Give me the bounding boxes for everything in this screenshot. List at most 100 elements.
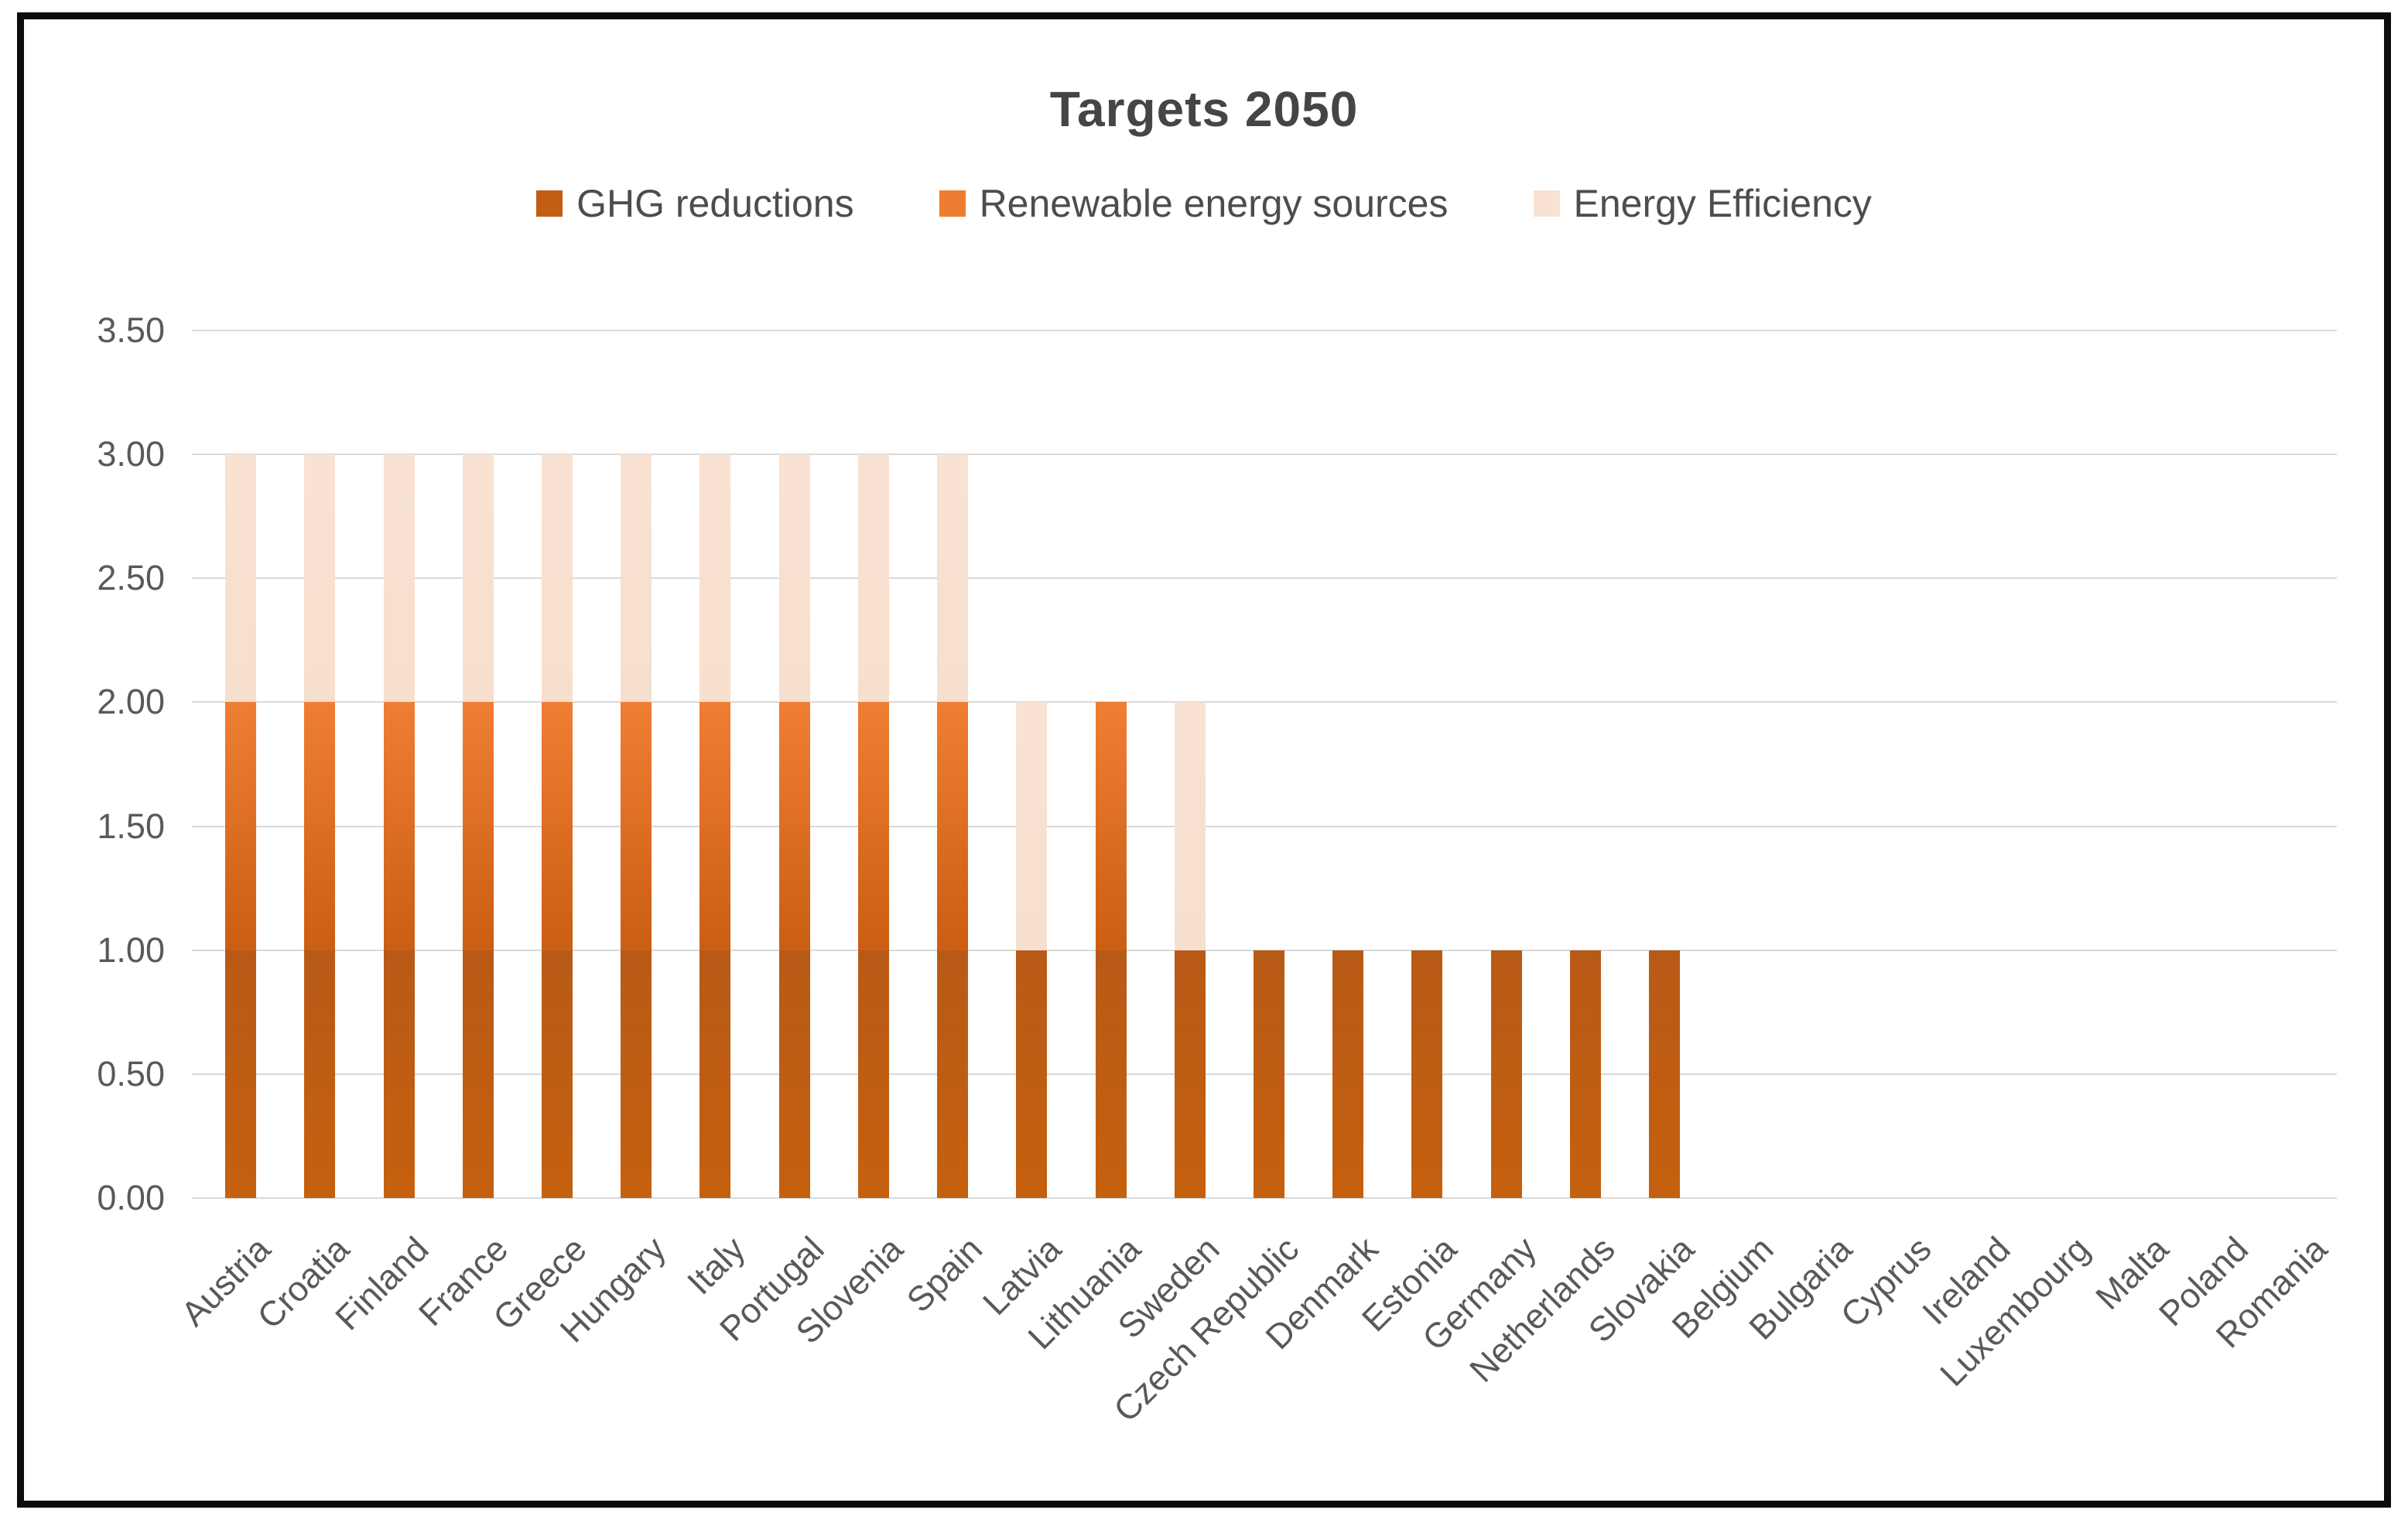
- bar-finland: [383, 454, 415, 1198]
- bar-column-italy: [676, 330, 754, 1198]
- bar-greece: [541, 454, 573, 1198]
- bar-segment-energy-efficiency: [1174, 702, 1206, 950]
- bar-segment-renewable-energy-sources: [857, 702, 889, 950]
- bar-segment-ghg-reductions: [1332, 950, 1364, 1198]
- legend-item-renewable-energy-sources: Renewable energy sources: [939, 181, 1449, 226]
- gridline: [192, 949, 2337, 951]
- bar-column-belgium: [1704, 330, 1783, 1198]
- bar-segment-renewable-energy-sources: [225, 702, 257, 950]
- bar-segment-ghg-reductions: [383, 950, 415, 1198]
- bar-slovenia: [857, 454, 889, 1198]
- bar-portugal: [778, 454, 810, 1198]
- bar-column-netherlands: [1546, 330, 1625, 1198]
- legend-item-ghg-reductions: GHG reductions: [536, 181, 854, 226]
- bar-segment-energy-efficiency: [462, 454, 494, 703]
- bar-column-cyprus: [1862, 330, 1941, 1198]
- bar-segment-ghg-reductions: [1253, 950, 1284, 1198]
- bar-sweden: [1174, 702, 1206, 1198]
- x-axis-label: Cyprus: [1832, 1229, 1939, 1335]
- bar-column-denmark: [1308, 330, 1387, 1198]
- bar-column-spain: [913, 330, 992, 1198]
- bar-segment-energy-efficiency: [541, 454, 573, 703]
- gridline: [192, 577, 2337, 580]
- bar-segment-ghg-reductions: [304, 950, 336, 1198]
- bar-lithuania: [1095, 702, 1127, 1198]
- bar-segment-energy-efficiency: [778, 454, 810, 703]
- bar-estonia: [1411, 950, 1443, 1198]
- y-axis-tick-label: 3.50: [97, 310, 165, 350]
- bar-column-croatia: [280, 330, 359, 1198]
- bar-segment-ghg-reductions: [699, 950, 731, 1198]
- bar-segment-ghg-reductions: [1569, 950, 1601, 1198]
- legend-label: GHG reductions: [576, 182, 854, 225]
- y-axis-tick-label: 2.50: [97, 558, 165, 598]
- bar-column-estonia: [1387, 330, 1466, 1198]
- bar-column-poland: [2178, 330, 2257, 1198]
- bar-column-hungary: [597, 330, 676, 1198]
- bar-segment-ghg-reductions: [937, 950, 969, 1198]
- gridline: [192, 454, 2337, 456]
- bar-segment-energy-efficiency: [225, 454, 257, 703]
- bar-segment-renewable-energy-sources: [621, 702, 652, 950]
- bar-croatia: [304, 454, 336, 1198]
- bar-segment-renewable-energy-sources: [937, 702, 969, 950]
- bar-column-romania: [2258, 330, 2337, 1198]
- legend-swatch-ghg-reductions: [536, 190, 563, 217]
- bar-column-czech-republic: [1230, 330, 1308, 1198]
- bar-column-portugal: [755, 330, 834, 1198]
- bar-hungary: [621, 454, 652, 1198]
- bar-column-ireland: [1941, 330, 2020, 1198]
- bar-segment-ghg-reductions: [621, 950, 652, 1198]
- bar-segment-renewable-energy-sources: [699, 702, 731, 950]
- bar-slovakia: [1649, 950, 1681, 1198]
- bar-netherlands: [1569, 950, 1601, 1198]
- bar-spain: [937, 454, 969, 1198]
- bar-column-austria: [201, 330, 280, 1198]
- bar-segment-energy-efficiency: [857, 454, 889, 703]
- y-axis-tick-label: 1.50: [97, 806, 165, 846]
- bar-segment-ghg-reductions: [541, 950, 573, 1198]
- bar-segment-renewable-energy-sources: [383, 702, 415, 950]
- legend: GHG reductions Renewable energy sources …: [0, 181, 2408, 226]
- bar-segment-renewable-energy-sources: [462, 702, 494, 950]
- bar-column-slovenia: [834, 330, 913, 1198]
- bar-segment-energy-efficiency: [1016, 702, 1048, 950]
- bar-segment-renewable-energy-sources: [304, 702, 336, 950]
- bar-segment-ghg-reductions: [778, 950, 810, 1198]
- bar-segment-energy-efficiency: [383, 454, 415, 703]
- legend-swatch-renewable-energy-sources: [939, 190, 966, 217]
- x-axis: Austria Croatia Finland France Greece Hungary…: [173, 1229, 2337, 1508]
- bar-column-finland: [359, 330, 438, 1198]
- bar-column-greece: [518, 330, 597, 1198]
- bar-italy: [699, 454, 731, 1198]
- bar-column-france: [439, 330, 518, 1198]
- x-axis-label: Spain: [898, 1229, 990, 1320]
- bar-segment-renewable-energy-sources: [541, 702, 573, 950]
- plot-area: [192, 330, 2337, 1199]
- y-axis-tick-label: 1.00: [97, 929, 165, 970]
- y-axis-tick-label: 2.00: [97, 682, 165, 722]
- y-axis-tick-label: 0.00: [97, 1178, 165, 1217]
- bars: [201, 330, 2337, 1198]
- bar-column-malta: [2099, 330, 2178, 1198]
- bar-segment-ghg-reductions: [1174, 950, 1206, 1198]
- bar-segment-ghg-reductions: [225, 950, 257, 1198]
- bar-column-luxembourg: [2020, 330, 2099, 1198]
- bar-germany: [1490, 950, 1522, 1198]
- bar-segment-energy-efficiency: [937, 454, 969, 703]
- y-axis-tick-label: 3.00: [97, 434, 165, 474]
- bar-segment-ghg-reductions: [462, 950, 494, 1198]
- gridline: [192, 1197, 2337, 1199]
- bar-segment-renewable-energy-sources: [778, 702, 810, 950]
- bar-column-germany: [1467, 330, 1546, 1198]
- legend-swatch-energy-efficiency: [1533, 190, 1560, 217]
- bar-segment-ghg-reductions: [1095, 950, 1127, 1198]
- bar-segment-energy-efficiency: [304, 454, 336, 703]
- bar-segment-renewable-energy-sources: [1095, 702, 1127, 950]
- gridline: [192, 825, 2337, 827]
- y-axis: 3.50 3.00 2.50 2.00 1.50 1.00 0.50 0.00: [46, 313, 165, 1215]
- bar-latvia: [1016, 702, 1048, 1198]
- bar-france: [462, 454, 494, 1198]
- bar-column-latvia: [992, 330, 1071, 1198]
